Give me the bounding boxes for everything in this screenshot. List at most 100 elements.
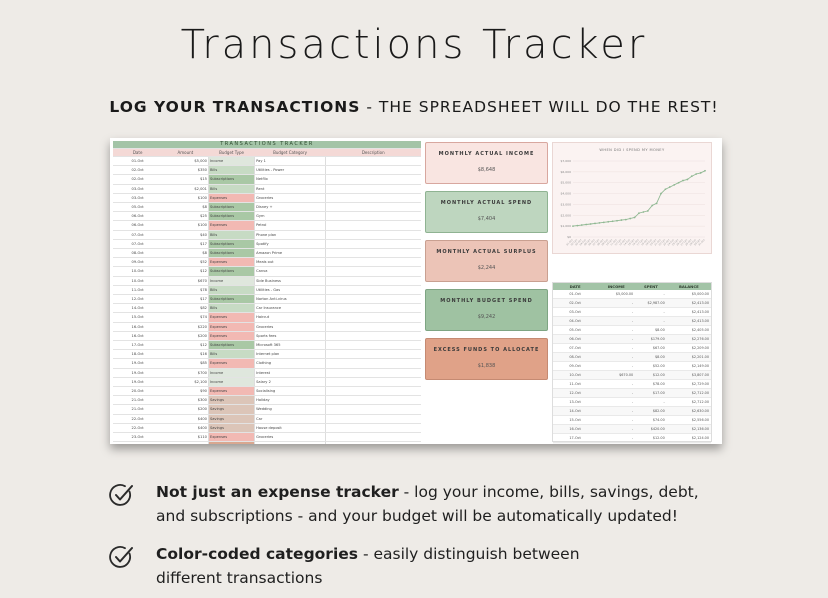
cell-budget-category: Meals out <box>254 257 326 268</box>
cell-budget-type: Expenses <box>208 257 255 268</box>
cell-description <box>324 184 421 194</box>
cell-description <box>324 358 421 369</box>
x-tick-label: 01-Oct <box>566 239 574 247</box>
bal-col-date: DATE <box>553 283 598 290</box>
cell-budget-category: Disney + <box>254 202 326 213</box>
cell-budget-category: Holiday <box>254 395 326 406</box>
cell-date: 16-Oct <box>113 331 163 342</box>
cell-budget-category: Petrol <box>254 220 326 231</box>
balance-cell: $2,201.00 <box>666 352 711 362</box>
cell-description <box>324 239 421 250</box>
cell-budget-type: Savings <box>208 414 255 424</box>
data-point <box>638 212 640 215</box>
cell-budget-type: Income <box>208 156 255 167</box>
balance-cell: 09-Oct <box>553 361 598 371</box>
balance-row: 07-Oct - $67.00 $2,209.00 <box>553 343 711 353</box>
balance-cell: 02-Oct <box>553 298 598 308</box>
balance-cell: $2,729.00 <box>666 379 711 389</box>
data-point <box>668 186 671 188</box>
col-description: Description <box>325 148 421 157</box>
transaction-row: 22-Oct $400 Savings House deposit <box>113 423 421 434</box>
cell-description <box>324 285 421 296</box>
transaction-row: 02-Oct $15 Subscriptions Netflix <box>113 174 421 185</box>
cell-date: 07-Oct <box>113 239 163 250</box>
transactions-table: TRANSACTIONS TRACKER Date Amount Budget … <box>113 141 421 444</box>
cell-amount: $25 <box>162 211 209 222</box>
balance-cell: 08-Oct <box>553 352 598 362</box>
x-tick-label: 17-Oct <box>636 239 644 247</box>
cell-description <box>324 303 421 314</box>
cell-date: 01-Oct <box>113 156 163 167</box>
balance-cell: $12.00 <box>635 433 667 443</box>
cell-description <box>324 257 421 268</box>
balance-cell: $74.00 <box>635 415 667 425</box>
feature-title: Not just an expense tracker <box>156 483 399 501</box>
summary-card: EXCESS FUNDS TO ALLOCATE $1,838 <box>425 338 548 380</box>
data-point <box>646 210 649 212</box>
transaction-row: 10-Oct $12 Subscriptions Canva <box>113 266 421 277</box>
cell-description <box>324 386 421 397</box>
transaction-row: 18-Oct $16 Bills Internet plan <box>113 349 421 360</box>
col-amount: Amount <box>162 148 209 157</box>
transaction-row: 06-Oct $100 Expenses Petrol <box>113 220 421 231</box>
cell-amount: $8 <box>162 248 209 259</box>
cell-budget-type: Subscriptions <box>208 239 255 250</box>
cell-budget-category: Groceries <box>254 432 326 443</box>
page-title: Transactions Tracker <box>180 22 648 68</box>
cell-date: 03-Oct <box>113 193 163 204</box>
balance-cell: $5,000.00 <box>597 290 636 299</box>
cell-date: 19-Oct <box>113 358 163 369</box>
cell-amount: $100 <box>162 193 209 204</box>
cell-budget-category: Gym <box>254 211 326 222</box>
balance-cell: $2,136.00 <box>666 424 711 434</box>
balance-header-row: DATE INCOME SPENT BALANCE <box>553 283 711 290</box>
data-point <box>629 217 632 220</box>
cell-description <box>324 441 421 444</box>
balance-table: DATE INCOME SPENT BALANCE 01-Oct $5,000.0… <box>552 282 712 444</box>
chart-canvas: $7,000 $6,000 $5,000 $4,000 $3,000 $2,000 $1,0… <box>561 159 706 247</box>
cell-budget-type: Expenses <box>208 386 255 397</box>
card-label: MONTHLY ACTUAL SURPLUS <box>436 249 537 255</box>
cell-amount: $670 <box>162 276 209 286</box>
balance-cell: 13-Oct <box>553 397 598 407</box>
x-tick-label: 19-Oct <box>645 239 653 247</box>
cell-budget-category: Haircut <box>254 312 326 323</box>
cell-date: 08-Oct <box>113 248 163 259</box>
x-tick-label: 07-Oct <box>592 239 600 247</box>
cell-description <box>324 395 421 406</box>
transaction-row: 03-Oct $100 Expenses Groceries <box>113 193 421 204</box>
cell-amount: $82 <box>162 303 209 314</box>
tracker-title: TRANSACTIONS TRACKER <box>113 141 421 149</box>
cell-budget-category: Sports fees <box>254 331 326 342</box>
cell-budget-category: House deposit <box>254 423 326 434</box>
balance-cell: $2,712.00 <box>666 388 711 398</box>
transaction-row: 02-Oct $350 Bills Utilities - Power <box>113 165 421 176</box>
cell-budget-type: Savings <box>208 423 255 434</box>
cell-date: 18-Oct <box>113 349 163 360</box>
chart-title: WHEN DID I SPEND MY MONEY <box>599 148 665 152</box>
summary-card: MONTHLY BUDGET SPEND $9,242 <box>425 289 548 331</box>
cell-amount: $15 <box>162 174 209 185</box>
x-tick-label: 30-Oct <box>693 239 701 247</box>
transaction-row: 16-Oct $200 Expenses Sports fees <box>113 331 421 342</box>
cell-amount: $85 <box>162 358 209 369</box>
x-tick-label: 16-Oct <box>632 239 640 247</box>
balance-row: 03-Oct - - $2,413.00 <box>553 307 711 317</box>
cell-description <box>324 248 421 259</box>
balance-cell: $2,209.00 <box>666 343 711 353</box>
data-point <box>682 179 684 182</box>
x-tick-label: 06-Oct <box>588 239 596 247</box>
balance-cell: - <box>597 334 636 344</box>
y-tick-label: $0 <box>567 235 571 239</box>
balance-cell: - <box>597 379 636 389</box>
cell-description <box>324 349 421 360</box>
bal-col-balance: BALANCE <box>666 283 711 290</box>
tagline: LOG YOUR TRANSACTIONS - THE SPREADSHEET … <box>0 98 828 116</box>
col-budget-category: Budget Category <box>254 148 326 157</box>
cell-description <box>324 432 421 443</box>
transaction-row: 06-Oct $25 Subscriptions Gym <box>113 211 421 222</box>
cell-date: 16-Oct <box>113 322 163 332</box>
balance-cell: 01-Oct <box>553 290 598 299</box>
cell-amount: $700 <box>162 368 209 378</box>
cell-budget-category: Salary 2 <box>254 377 326 388</box>
